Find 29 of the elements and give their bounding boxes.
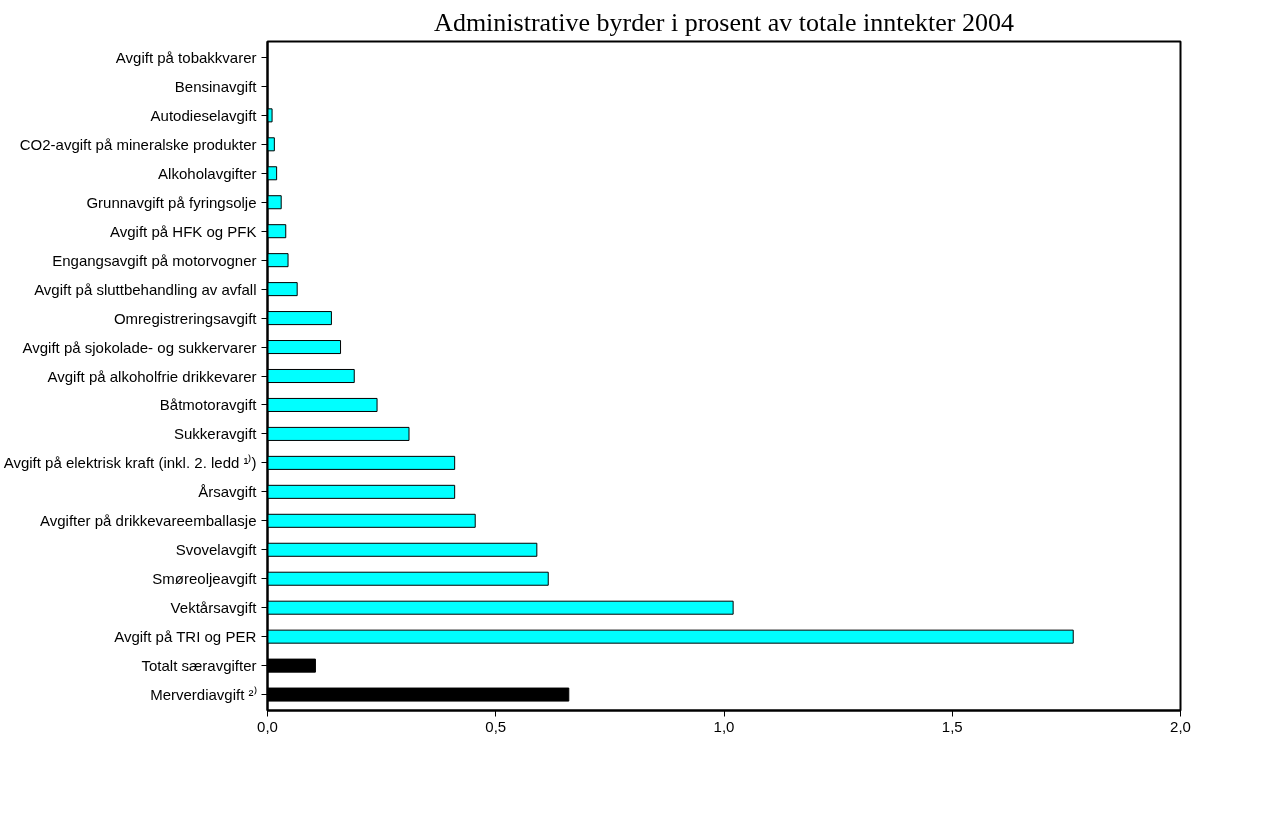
y-tick-label: Merverdiavgift ²⁾ <box>150 686 257 704</box>
y-tick-label: Engangsavgift på motorvogner <box>52 251 257 269</box>
y-tick-label: Autodieselavgift <box>150 106 258 124</box>
y-tick-label: Alkoholavgifter <box>158 164 257 182</box>
y-tick-label: Avgift på sjokolade- og sukkervarer <box>22 338 257 356</box>
y-tick-label: Avgift på elektrisk kraft (inkl. 2. ledd ¹⁾) <box>3 454 257 472</box>
y-tick-label: Grunnavgift på fyringsolje <box>86 193 257 211</box>
x-tick-label: 0,5 <box>485 717 507 735</box>
y-tick-label: CO2-avgift på mineralske produkter <box>19 135 257 153</box>
y-tick-label: Smøreoljeavgift <box>152 570 258 588</box>
y-tick-label: Avgift på alkoholfrie drikkevarer <box>47 367 257 385</box>
y-tick-label: Avgifter på drikkevareemballasje <box>40 512 257 530</box>
x-tick-label: 2,0 <box>1170 717 1191 735</box>
y-tick-label: Båtmotoravgift <box>159 396 258 414</box>
y-tick-label: Avgift på TRI og PER <box>114 628 257 646</box>
y-tick-label: Totalt særavgifter <box>141 657 257 675</box>
y-tick-label: Sukkeravgift <box>173 425 258 443</box>
y-tick-label: Omregistreringsavgift <box>113 309 258 327</box>
chart-title: Administrative byrder i prosent av totale inntekter 2004 <box>434 7 1014 37</box>
x-tick-label: 0,0 <box>257 717 278 735</box>
y-tick-label: Avgift på tobakkvarer <box>115 48 257 66</box>
y-tick-label: Vektårsavgift <box>170 599 258 617</box>
y-tick-label: Svovelavgift <box>175 541 258 559</box>
x-tick-label: 1,5 <box>941 717 963 735</box>
x-tick-label: 1,0 <box>713 717 735 735</box>
y-tick-label: Avgift på HFK og PFK <box>110 222 257 240</box>
y-tick-label: Bensinavgift <box>174 77 258 95</box>
y-tick-label: Avgift på sluttbehandling av avfall <box>34 280 257 298</box>
y-tick-label: Årsavgift <box>198 483 258 501</box>
